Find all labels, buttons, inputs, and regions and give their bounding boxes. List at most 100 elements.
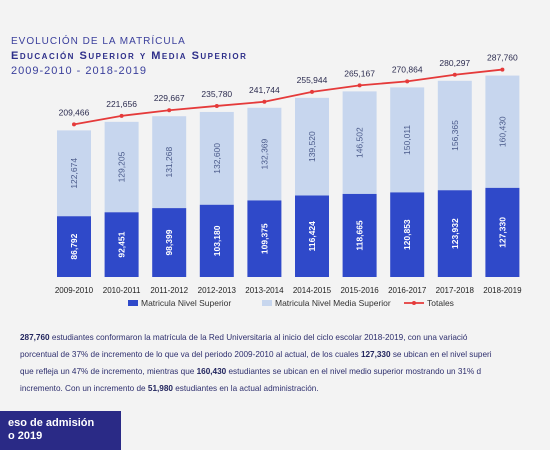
legend-swatch-nivel-superior — [128, 300, 138, 306]
category-label: 2016-2017 — [388, 286, 427, 295]
bottom-value-label: 116,424 — [307, 221, 317, 252]
totales-point — [357, 83, 362, 88]
totales-point — [214, 103, 219, 108]
total-value-label: 229,667 — [154, 93, 185, 103]
bottom-value-label: 98,399 — [164, 229, 174, 255]
totales-point — [119, 113, 124, 118]
total-value-label: 209,466 — [59, 107, 90, 117]
legend-label-nivel-superior: Matricula Nivel Superior — [141, 298, 231, 308]
legend-label-totales: Totales — [427, 298, 454, 308]
top-value-label: 150,011 — [402, 125, 412, 155]
bar-media-superior — [295, 97, 329, 196]
bar-media-superior — [247, 107, 282, 201]
top-value-label: 139,520 — [307, 131, 317, 162]
bar-media-superior — [390, 87, 425, 193]
top-value-label: 156,365 — [450, 120, 460, 151]
superior-highlight: 127,330 — [360, 350, 391, 359]
total-value-label: 255,944 — [297, 75, 328, 85]
bottom-value-label: 123,932 — [450, 218, 460, 249]
admission-badge: eso de admisión o 2019 — [0, 411, 121, 450]
bar-nivel-superior — [295, 195, 329, 277]
totales-point — [72, 122, 76, 127]
increment-highlight: 51,980 — [147, 384, 173, 393]
title-line-3: 2009-2010 - 2018-2019 — [11, 65, 147, 77]
paragraph-text: estudiantes en la actual administración. — [172, 384, 319, 393]
bar-nivel-superior — [390, 192, 425, 277]
bar-nivel-superior — [152, 208, 187, 277]
media-superior-highlight: 160,430 — [196, 367, 227, 376]
total-value-label: 235,780 — [201, 89, 232, 99]
top-value-label: 129,205 — [117, 151, 127, 182]
bar-nivel-superior — [247, 200, 282, 277]
badge-line-1: eso de admisión — [8, 417, 95, 429]
enrollment-chart: 86,792 122,674 2009-2010 209,466 92,451 129,2… — [55, 53, 522, 308]
badge-line-2: o 2019 — [8, 430, 43, 442]
paragraph-text: porcentual de 37% de incremento de lo qu… — [20, 350, 361, 359]
totales-point — [452, 72, 457, 77]
bottom-value-label: 118,665 — [355, 220, 365, 251]
legend-marker-totales — [412, 301, 416, 305]
category-label: 2017-2018 — [436, 286, 475, 295]
bar-nivel-superior — [437, 190, 472, 277]
total-value-label: 221,656 — [106, 99, 137, 109]
bar-nivel-superior — [342, 193, 377, 277]
top-value-label: 122,674 — [69, 158, 79, 189]
category-label: 2012-2013 — [198, 286, 237, 295]
legend-swatch-media-superior — [262, 300, 272, 306]
total-value-label: 280,297 — [439, 58, 470, 68]
top-value-label: 132,369 — [259, 138, 269, 169]
paragraph-text: que refleja un 47% de incremento, mientr… — [20, 367, 197, 376]
total-value-label: 270,864 — [392, 64, 423, 74]
total-highlight: 287,760 — [20, 333, 50, 342]
paragraph-line-4: incremento. Con un incremento de 51,980 … — [20, 381, 550, 396]
paragraph-line-2: porcentual de 37% de incremento de lo qu… — [20, 347, 550, 362]
bottom-value-label: 103,180 — [212, 225, 222, 256]
total-value-label: 241,744 — [249, 85, 280, 95]
bar-media-superior — [485, 75, 520, 188]
totales-point — [500, 67, 505, 72]
bottom-value-label: 120,853 — [402, 219, 412, 250]
top-value-label: 132,600 — [212, 143, 222, 174]
category-label: 2018-2019 — [483, 286, 522, 295]
bar-nivel-superior — [104, 212, 139, 277]
bar-media-superior — [342, 91, 377, 194]
totales-point — [405, 79, 410, 84]
total-value-label: 265,167 — [344, 68, 375, 78]
title-line-2: Educación Superior y Media Superior — [11, 50, 248, 62]
bottom-value-label: 127,330 — [497, 217, 507, 248]
totales-point — [167, 108, 172, 113]
bar-nivel-superior — [199, 204, 234, 277]
bar-media-superior — [437, 80, 472, 191]
top-value-label: 146,502 — [355, 127, 365, 158]
paragraph-text: estudiantes se ubican en el nivel medio … — [226, 367, 482, 376]
totales-point — [310, 89, 314, 94]
paragraph-line-3: que refleja un 47% de incremento, mientr… — [20, 364, 550, 379]
category-label: 2015-2016 — [340, 286, 379, 295]
category-label: 2013-2014 — [245, 286, 284, 295]
paragraph-line-1: 287,760 estudiantes conformaron la matrí… — [20, 330, 550, 345]
bar-media-superior — [57, 130, 91, 217]
paragraph-text: incremento. Con un incremento de — [20, 384, 148, 393]
totales-line — [73, 68, 503, 126]
bottom-value-label: 92,451 — [117, 231, 127, 257]
bar-nivel-superior — [485, 187, 520, 277]
total-value-label: 287,760 — [487, 53, 518, 63]
top-value-label: 160,430 — [497, 116, 507, 147]
category-label: 2010-2011 — [103, 286, 141, 295]
paragraph-text: estudiantes conformaron la matrícula de … — [49, 333, 468, 342]
category-label: 2009-2010 — [55, 286, 94, 295]
bar-nivel-superior — [57, 216, 91, 277]
category-label: 2014-2015 — [293, 286, 332, 295]
paragraph-text: se ubican en el nivel superi — [390, 350, 492, 359]
bar-media-superior — [152, 116, 187, 209]
legend-label-media-superior: Matricula Nivel Media Superior — [275, 298, 391, 308]
bottom-value-label: 86,792 — [69, 233, 79, 259]
title-line-1: EVOLUCIÓN DE LA MATRÍCULA — [11, 36, 186, 47]
bar-media-superior — [104, 121, 139, 213]
top-value-label: 131,268 — [164, 147, 174, 178]
bottom-value-label: 109,375 — [259, 223, 269, 254]
totales-point — [262, 99, 267, 104]
bar-media-superior — [199, 111, 234, 205]
category-label: 2011-2012 — [150, 286, 188, 295]
